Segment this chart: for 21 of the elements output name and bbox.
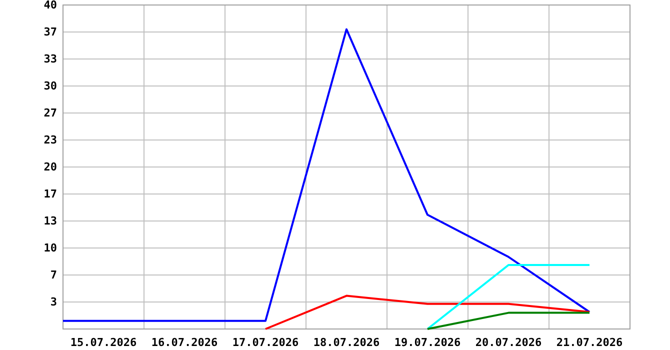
y-tick-label: 33 xyxy=(44,52,57,66)
y-tick-label: 23 xyxy=(44,134,57,147)
y-tick-label: 40 xyxy=(44,0,57,12)
x-tick-label: 20.07.2026 xyxy=(475,336,542,349)
x-tick-label: 18.07.2026 xyxy=(313,336,380,349)
line-series xyxy=(264,294,590,330)
x-tick-label: 21.07.2026 xyxy=(556,336,623,349)
x-tick-label: 17.07.2026 xyxy=(232,336,299,349)
y-tick-label: 3 xyxy=(50,296,57,309)
y-tick-label: 17 xyxy=(44,188,57,201)
y-tick-label: 37 xyxy=(44,26,57,39)
y-tick-label: 7 xyxy=(50,268,57,282)
x-tick-label: 19.07.2026 xyxy=(394,336,461,349)
y-tick-label: 27 xyxy=(44,106,57,120)
y-tick-label: 30 xyxy=(44,80,57,93)
y-tick-label: 10 xyxy=(44,242,57,255)
line-series xyxy=(62,28,590,322)
x-tick-label: 15.07.2026 xyxy=(70,336,137,349)
y-tick-label: 20 xyxy=(44,160,57,174)
y-tick-label: 13 xyxy=(44,214,57,228)
x-tick-label: 16.07.2026 xyxy=(151,336,218,349)
